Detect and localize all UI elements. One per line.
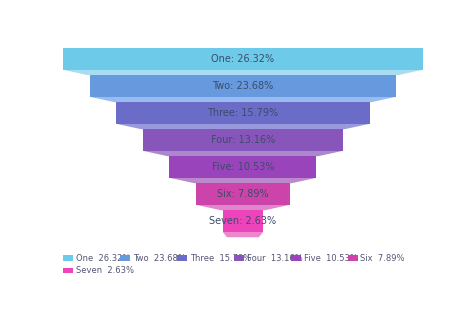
Bar (120, 256, 130, 261)
Text: Four: 13.16%: Four: 13.16% (211, 135, 275, 145)
Text: Seven: 2.63%: Seven: 2.63% (210, 216, 276, 226)
Bar (63, 268, 73, 273)
Bar (63, 48, 423, 70)
Polygon shape (63, 70, 423, 75)
Text: Six: 7.89%: Six: 7.89% (217, 189, 269, 199)
Polygon shape (169, 178, 316, 183)
Polygon shape (223, 232, 263, 237)
Text: Two  23.68%: Two 23.68% (133, 254, 186, 263)
Text: Seven  2.63%: Seven 2.63% (76, 266, 134, 275)
Text: Three  15.79%: Three 15.79% (190, 254, 251, 263)
Bar (347, 256, 358, 261)
Bar (223, 210, 263, 232)
Text: Six  7.89%: Six 7.89% (360, 254, 405, 263)
Text: Four  13.16%: Four 13.16% (246, 254, 302, 263)
Text: One: 26.32%: One: 26.32% (211, 54, 274, 64)
Text: Five  10.53%: Five 10.53% (303, 254, 357, 263)
Bar (143, 129, 343, 151)
Polygon shape (143, 151, 343, 156)
Polygon shape (90, 97, 396, 102)
Bar (63, 256, 73, 261)
Polygon shape (196, 205, 290, 210)
Bar (291, 256, 301, 261)
Bar (116, 102, 370, 124)
Text: One  26.32%: One 26.32% (76, 254, 130, 263)
Text: Three: 15.79%: Three: 15.79% (207, 108, 279, 118)
Text: Two: 23.68%: Two: 23.68% (212, 81, 273, 91)
Bar (234, 256, 244, 261)
Bar (90, 75, 396, 97)
Polygon shape (116, 124, 370, 129)
Bar (177, 256, 187, 261)
Bar (196, 183, 290, 205)
Text: Five: 10.53%: Five: 10.53% (212, 162, 274, 172)
Bar (169, 156, 316, 178)
